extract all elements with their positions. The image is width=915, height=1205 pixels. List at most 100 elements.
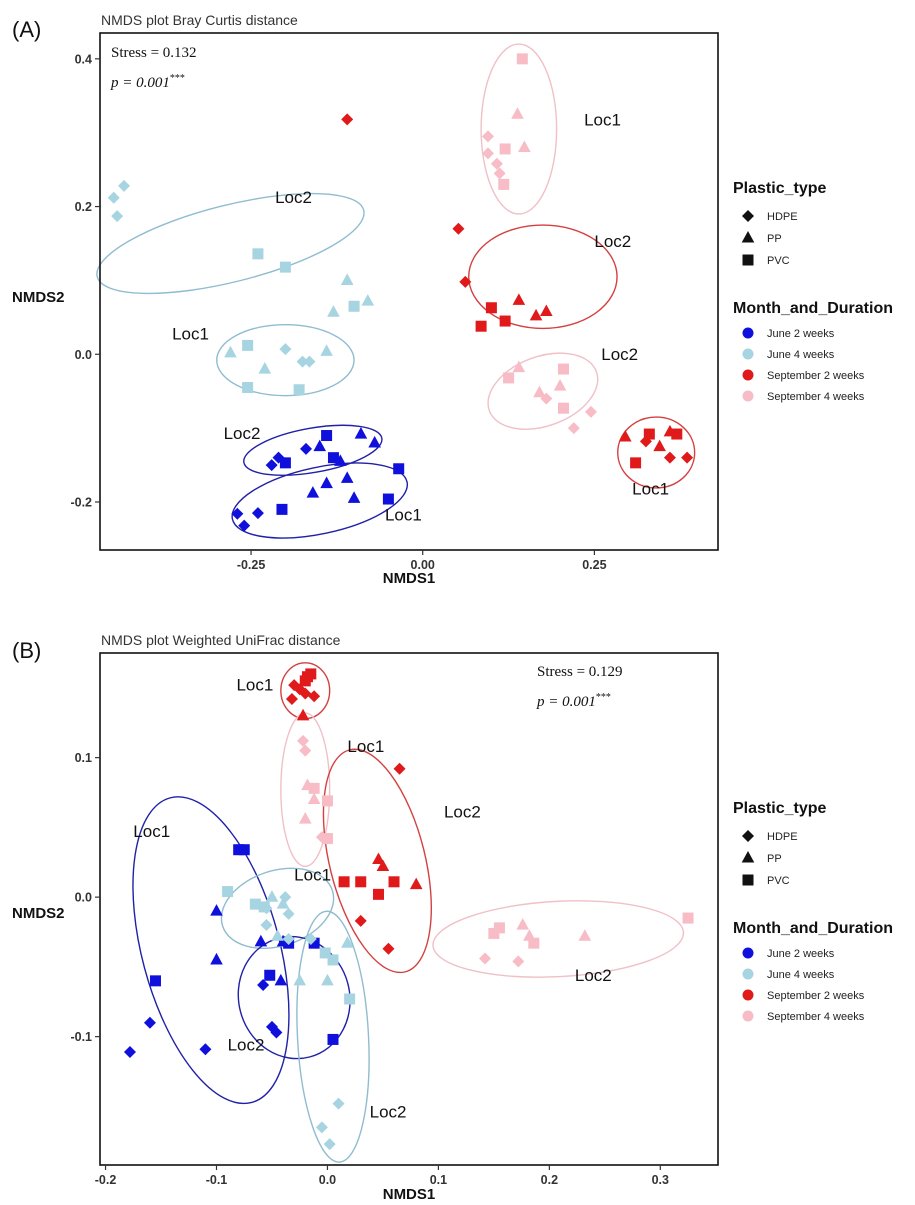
data-point-september-2-weeks-13 bbox=[653, 439, 666, 452]
data-point-june-2-weeks-10 bbox=[149, 975, 161, 987]
legend-item-label: PVC bbox=[767, 875, 790, 887]
data-point-june-2-weeks-14 bbox=[382, 493, 394, 505]
legend-symbol-pp bbox=[741, 851, 755, 863]
data-point-june-2-weeks-16 bbox=[308, 937, 320, 949]
legend-color-dot bbox=[742, 369, 754, 381]
plot-frame bbox=[99, 652, 719, 1166]
y-axis-title: NMDS2 bbox=[12, 905, 65, 922]
data-point-june-2-weeks-6 bbox=[313, 439, 327, 452]
data-point-june-4-weeks-15 bbox=[303, 355, 316, 368]
y-tick-label: -0.2 bbox=[70, 495, 92, 509]
data-point-september-2-weeks-16 bbox=[663, 451, 676, 464]
data-point-september-2-weeks-9 bbox=[393, 762, 406, 775]
confidence-ellipse-3 bbox=[216, 324, 355, 397]
data-point-september-2-weeks-8 bbox=[296, 708, 310, 721]
confidence-ellipse-7 bbox=[231, 462, 409, 539]
legend-color-dot bbox=[742, 327, 754, 339]
confidence-ellipse-1 bbox=[96, 192, 365, 295]
data-point-june-4-weeks-6 bbox=[340, 273, 354, 285]
data-point-june-4-weeks-9 bbox=[224, 345, 237, 358]
data-point-september-2-weeks-0 bbox=[285, 693, 298, 706]
x-tick-label: 0.00 bbox=[411, 558, 435, 572]
data-point-september-4-weeks-12 bbox=[512, 955, 525, 968]
data-point-june-2-weeks-16 bbox=[306, 486, 320, 498]
data-point-september-4-weeks-7 bbox=[493, 167, 506, 180]
legend-item-label: PP bbox=[767, 233, 782, 245]
data-point-june-2-weeks-10 bbox=[231, 507, 244, 520]
data-point-june-2-weeks-2 bbox=[210, 952, 223, 965]
data-point-september-4-weeks-1 bbox=[511, 107, 524, 119]
data-point-june-4-weeks-3 bbox=[252, 248, 264, 260]
data-point-september-2-weeks-17 bbox=[681, 451, 694, 464]
legend-color-dot bbox=[742, 968, 754, 980]
panel-a: (A) NMDS plot Bray Curtis distance Loc1 Loc… bbox=[12, 12, 893, 587]
data-point-september-4-weeks-8 bbox=[498, 178, 510, 190]
p-value-annotation: p = 0.001*** bbox=[536, 692, 611, 710]
panel-b: (B) NMDS plot Weighted UniFrac distance Lo… bbox=[12, 632, 893, 1203]
confidence-ellipse-6 bbox=[296, 910, 370, 1163]
x-tick-label: 0.1 bbox=[430, 1173, 447, 1187]
data-point-september-4-weeks-14 bbox=[553, 379, 567, 391]
legend-title-plastic-type: Plastic_type bbox=[733, 180, 826, 197]
data-point-june-2-weeks-17 bbox=[320, 476, 333, 489]
data-point-september-4-weeks-16 bbox=[584, 405, 597, 418]
group-label-loc1: Loc1 bbox=[236, 676, 273, 695]
group-label-loc1: Loc1 bbox=[347, 737, 384, 756]
group-label-loc2: Loc2 bbox=[594, 232, 631, 251]
plot-frame bbox=[99, 32, 719, 551]
data-point-september-2-weeks-8 bbox=[540, 304, 553, 316]
data-point-june-4-weeks-16 bbox=[320, 344, 333, 356]
legend-symbol-pvc bbox=[742, 874, 754, 886]
data-point-september-4-weeks-8 bbox=[315, 831, 328, 844]
data-point-june-4-weeks-18 bbox=[332, 1097, 345, 1110]
legend-item-label: June 2 weeks bbox=[767, 948, 835, 960]
legend-title-month-duration: Month_and_Duration bbox=[733, 920, 893, 937]
legend-item-label: HDPE bbox=[767, 211, 798, 223]
data-point-september-4-weeks-9 bbox=[512, 360, 526, 373]
data-point-september-2-weeks-5 bbox=[499, 315, 511, 327]
data-point-september-4-weeks-9 bbox=[479, 952, 492, 965]
legend-item-label: June 4 weeks bbox=[767, 349, 835, 361]
legend-item-label: June 4 weeks bbox=[767, 969, 835, 981]
group-label-loc1: Loc1 bbox=[584, 110, 621, 129]
confidence-ellipse-0 bbox=[480, 43, 558, 215]
panel-label: (B) bbox=[12, 638, 41, 663]
x-tick-label: 0.25 bbox=[582, 558, 606, 572]
y-tick-label: 0.1 bbox=[75, 751, 92, 765]
data-point-september-4-weeks-17 bbox=[567, 422, 580, 435]
data-point-september-2-weeks-16 bbox=[372, 888, 384, 900]
data-point-september-2-weeks-6 bbox=[512, 293, 526, 305]
data-point-september-4-weeks-4 bbox=[499, 143, 511, 155]
legend-title-month-duration: Month_and_Duration bbox=[733, 300, 893, 317]
data-point-june-2-weeks-17 bbox=[327, 1033, 339, 1045]
legend-item-label: PVC bbox=[767, 255, 790, 267]
x-tick-label: 0.3 bbox=[652, 1173, 669, 1187]
data-point-june-4-weeks-5 bbox=[276, 897, 290, 909]
data-point-june-2-weeks-11 bbox=[238, 519, 251, 532]
data-point-september-4-weeks-15 bbox=[558, 402, 569, 414]
data-point-june-4-weeks-14 bbox=[321, 973, 334, 986]
legend-symbol-pp bbox=[741, 231, 755, 243]
data-point-september-4-weeks-13 bbox=[540, 392, 553, 405]
data-point-june-2-weeks-15 bbox=[393, 463, 405, 475]
panel-label: (A) bbox=[12, 17, 41, 42]
y-tick-label: 0.0 bbox=[75, 891, 92, 905]
data-point-september-2-weeks-10 bbox=[338, 876, 350, 888]
data-point-june-2-weeks-8 bbox=[354, 427, 368, 439]
data-point-june-2-weeks-12 bbox=[251, 507, 264, 520]
data-point-june-4-weeks-14 bbox=[296, 355, 309, 368]
data-point-september-2-weeks-13 bbox=[376, 859, 390, 871]
x-tick-label: -0.2 bbox=[95, 1173, 117, 1187]
data-point-june-4-weeks-1 bbox=[249, 898, 261, 910]
data-point-september-4-weeks-6 bbox=[490, 157, 503, 170]
data-point-september-4-weeks-15 bbox=[528, 937, 540, 949]
legend-title-plastic-type: Plastic_type bbox=[733, 800, 826, 817]
data-point-june-2-weeks-13 bbox=[276, 503, 288, 515]
group-label-loc1: Loc1 bbox=[294, 865, 331, 884]
y-tick-label: -0.1 bbox=[70, 1030, 92, 1044]
data-point-september-2-weeks-12 bbox=[643, 428, 655, 440]
data-point-september-4-weeks-4 bbox=[307, 792, 321, 805]
confidence-ellipse-4 bbox=[487, 352, 599, 430]
data-point-june-2-weeks-1 bbox=[238, 844, 250, 856]
data-point-june-2-weeks-7 bbox=[334, 454, 347, 466]
